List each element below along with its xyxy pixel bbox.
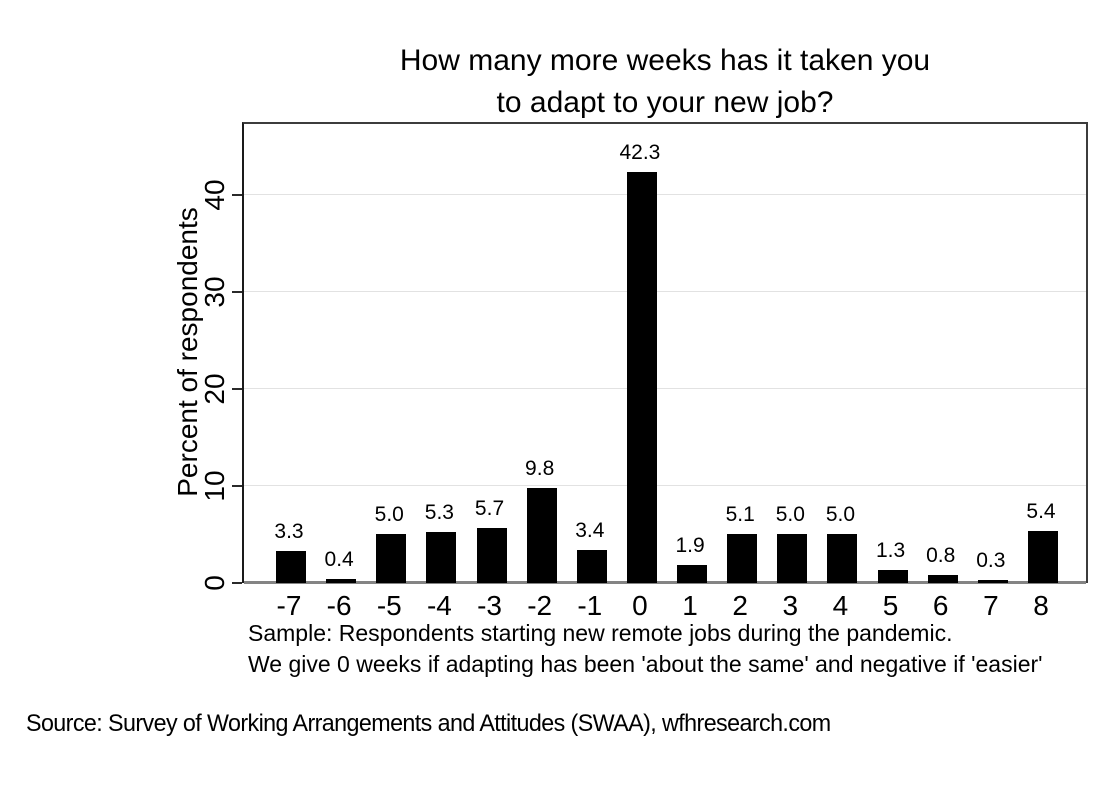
bar-value-label: 1.9 bbox=[675, 533, 705, 557]
bar-value-label: 5.0 bbox=[374, 503, 404, 527]
chart-title-line2: to adapt to your new job? bbox=[496, 86, 834, 119]
bar bbox=[977, 580, 1008, 583]
chart-title-line1: How many more weeks has it taken you bbox=[399, 44, 931, 77]
x-tick-label: 6 bbox=[932, 590, 949, 621]
x-tick-label: 7 bbox=[983, 590, 999, 621]
y-tick-label: 40 bbox=[199, 179, 230, 211]
y-tick-label: 30 bbox=[199, 276, 230, 308]
y-tick-label: 0 bbox=[199, 575, 230, 591]
x-tick-label: -4 bbox=[426, 590, 452, 621]
bar-value-label: 5.3 bbox=[424, 500, 454, 524]
bar bbox=[626, 172, 657, 583]
bar-value-label: 42.3 bbox=[619, 141, 661, 165]
bar bbox=[777, 534, 808, 583]
bar bbox=[426, 531, 457, 583]
x-tick-label: -5 bbox=[376, 590, 402, 621]
x-tick-label: 4 bbox=[832, 590, 849, 621]
x-tick-label: 5 bbox=[882, 590, 899, 621]
bar-value-label: 1.3 bbox=[875, 539, 906, 563]
bar-value-label: 5.4 bbox=[1026, 499, 1056, 523]
bar bbox=[927, 575, 958, 583]
bar bbox=[526, 487, 557, 583]
bar-value-label: 5.0 bbox=[825, 503, 856, 527]
bar-value-label: 3.3 bbox=[274, 519, 304, 543]
bar-value-label: 0.4 bbox=[324, 548, 354, 572]
x-tick-label: 3 bbox=[782, 590, 799, 621]
chart-note-line1: Sample: Respondents starting new remote … bbox=[248, 620, 953, 646]
x-tick-label: 8 bbox=[1033, 590, 1049, 621]
y-tick-mark bbox=[232, 290, 242, 293]
bar-value-label: 0.8 bbox=[926, 544, 956, 568]
y-tick-mark bbox=[232, 484, 242, 487]
gridline bbox=[244, 387, 1086, 389]
bar bbox=[376, 534, 407, 583]
y-tick-label: 10 bbox=[199, 470, 230, 502]
source-line: Source: Survey of Working Arrangements a… bbox=[26, 710, 831, 737]
bar bbox=[677, 564, 708, 583]
bar-value-label: 9.8 bbox=[525, 456, 555, 480]
x-tick-label: 0 bbox=[632, 590, 648, 621]
bar-value-label: 0.3 bbox=[976, 549, 1006, 573]
x-tick-label: -1 bbox=[577, 590, 603, 621]
gridline bbox=[244, 290, 1086, 292]
y-tick-mark bbox=[232, 193, 242, 196]
chart-title: How many more weeks has it taken you to … bbox=[242, 40, 1088, 124]
x-tick-label: -7 bbox=[276, 590, 302, 621]
y-axis-title: Percent of respondents bbox=[172, 207, 203, 497]
bar bbox=[576, 550, 607, 583]
x-tick-label: 1 bbox=[682, 590, 698, 621]
x-tick-label: -6 bbox=[326, 590, 352, 621]
bar bbox=[276, 550, 306, 583]
y-tick-mark bbox=[232, 387, 242, 390]
bar-value-label: 5.1 bbox=[725, 502, 755, 526]
bar bbox=[827, 534, 858, 583]
chart-notes: Sample: Respondents starting new remote … bbox=[248, 618, 1043, 680]
gridline bbox=[244, 193, 1086, 195]
x-tick-label: -2 bbox=[527, 590, 553, 621]
x-tick-label: 2 bbox=[732, 590, 748, 621]
x-axis-line bbox=[244, 581, 1086, 584]
bar bbox=[1028, 530, 1058, 583]
bar bbox=[727, 533, 758, 583]
bar bbox=[326, 579, 357, 583]
bar bbox=[877, 570, 908, 583]
plot-area bbox=[242, 122, 1088, 584]
bar-value-label: 5.7 bbox=[474, 496, 505, 520]
y-tick-mark bbox=[232, 582, 242, 584]
bar-value-label: 5.0 bbox=[775, 503, 805, 527]
bar bbox=[476, 527, 507, 583]
y-tick-label: 20 bbox=[199, 373, 230, 405]
bar-value-label: 3.4 bbox=[575, 519, 605, 542]
gridline bbox=[244, 484, 1086, 486]
chart-note-line2: We give 0 weeks if adapting has been 'ab… bbox=[248, 651, 1043, 677]
x-tick-label: -3 bbox=[477, 590, 502, 621]
